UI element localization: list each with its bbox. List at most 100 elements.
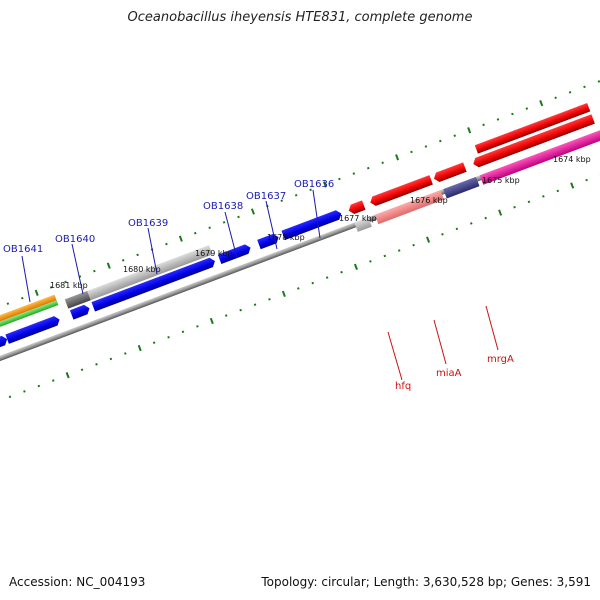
kbp-major-tick	[178, 235, 183, 242]
kbp-major-tick	[353, 263, 358, 270]
gene-arrow	[433, 162, 467, 182]
gene-label-ob1636: OB1636	[294, 179, 334, 190]
gene-block	[0, 294, 57, 328]
kbp-minor-tick	[294, 193, 298, 197]
kbp-minor-tick	[583, 85, 586, 89]
gene-block	[64, 290, 91, 309]
gene-arrow-mrgA	[479, 129, 600, 185]
kbp-minor-tick	[381, 161, 384, 165]
gene-block	[0, 300, 59, 333]
kbp-minor-tick	[484, 216, 487, 220]
kbp-minor-tick	[95, 363, 98, 366]
reverse-gene-labels: hfq miaA mrgA	[387, 305, 514, 392]
kbp-minor-tick	[311, 281, 315, 285]
kbp-minor-tick	[453, 134, 457, 137]
kbp-minor-tick	[20, 296, 24, 300]
kbp-major-tick	[323, 181, 327, 188]
kbp-minor-tick	[239, 308, 242, 312]
kbp-ticks-inner	[8, 173, 600, 399]
kbp-minor-tick	[268, 298, 271, 301]
kbp-minor-tick	[222, 221, 226, 224]
gene-label-ob1640: OB1640	[55, 234, 95, 245]
kbp-major-tick	[395, 154, 400, 161]
gene-label-miaA: miaA	[436, 368, 462, 379]
gene-arrow-ob1640	[69, 304, 90, 320]
kbp-major-tick	[65, 372, 70, 379]
kbp-minor-tick	[369, 260, 372, 263]
kbp-major-tick	[570, 182, 575, 189]
forward-gene-labels: OB1641 OB1640 OB1639 OB1638 OB1637 OB163…	[3, 179, 334, 303]
kbp-minor-tick	[6, 302, 10, 305]
kbp-major-tick	[539, 99, 544, 107]
gene-arrow-miaA	[374, 190, 444, 225]
kbp-label: 1681 kbp	[50, 281, 88, 290]
gene-arrow	[473, 114, 595, 168]
kbp-minor-tick	[441, 232, 444, 236]
kbp-minor-tick	[410, 150, 413, 154]
kbp-minor-tick	[51, 379, 55, 382]
kbp-minor-tick	[167, 335, 170, 339]
gene-arrow-ob1641	[5, 316, 60, 344]
kbp-minor-tick	[554, 96, 557, 100]
kbp-labels: 1674 kbp 1675 kbp 1676 kbp 1677 kbp 1678…	[50, 155, 591, 290]
gene-label-ob1637: OB1637	[246, 191, 286, 202]
kbp-minor-tick	[383, 254, 387, 258]
kbp-minor-tick	[527, 200, 531, 204]
kbp-minor-tick	[280, 199, 284, 202]
kbp-major-tick	[34, 289, 39, 296]
kbp-label: 1674 kbp	[553, 155, 591, 164]
kbp-minor-tick	[93, 269, 96, 273]
kbp-minor-tick	[165, 242, 168, 246]
kbp-minor-tick	[80, 368, 84, 372]
kbp-minor-tick	[193, 231, 197, 235]
kbp-minor-tick	[513, 205, 516, 209]
kbp-minor-tick	[397, 249, 401, 252]
kbp-minor-tick	[482, 123, 485, 127]
kbp-minor-tick	[124, 352, 127, 355]
kbp-major-tick	[467, 127, 472, 134]
kbp-major-tick	[281, 290, 286, 298]
gene-arrow-ob1638	[217, 244, 251, 264]
kbp-major-tick	[209, 317, 214, 325]
gene-arrow-ob1636	[281, 210, 342, 241]
kbp-minor-tick	[470, 222, 473, 225]
kbp-major-tick	[498, 209, 503, 216]
kbp-minor-tick	[121, 258, 125, 262]
gene-label-ob1638: OB1638	[203, 201, 243, 212]
kbp-label: 1679 kbp	[195, 249, 233, 258]
kbp-minor-tick	[109, 357, 113, 361]
kbp-minor-tick	[196, 325, 199, 328]
kbp-minor-tick	[542, 195, 545, 198]
kbp-minor-tick	[496, 118, 500, 121]
kbp-minor-tick	[224, 314, 228, 317]
gene-arrow	[0, 335, 8, 353]
kbp-major-tick	[106, 262, 111, 269]
gene-block	[354, 217, 372, 232]
kbp-minor-tick	[136, 253, 139, 257]
kbp-major-tick	[426, 236, 431, 243]
gene-arrow-ob1637	[257, 233, 279, 250]
kbp-minor-tick	[64, 280, 67, 284]
kbp-minor-tick	[208, 226, 211, 230]
gene-arrow	[370, 175, 433, 206]
kbp-minor-tick	[253, 303, 257, 307]
kbp-minor-tick	[325, 276, 329, 279]
forward-track	[0, 210, 342, 353]
gene-label-ob1641: OB1641	[3, 244, 43, 255]
kbp-minor-tick	[49, 286, 53, 289]
kbp-label: 1675 kbp	[482, 176, 520, 185]
kbp-minor-tick	[297, 287, 300, 290]
kbp-minor-tick	[309, 188, 312, 192]
gene-label-mrgA: mrgA	[487, 354, 514, 365]
gene-label-hfq: hfq	[395, 381, 411, 392]
gene-arrow-hfq	[348, 200, 366, 215]
kbp-minor-tick	[340, 270, 343, 274]
kbp-label: 1677 kbp	[339, 214, 377, 223]
kbp-major-tick	[137, 344, 142, 352]
kbp-minor-tick	[237, 215, 240, 219]
kbp-minor-tick	[424, 145, 428, 148]
kbp-label: 1678 kbp	[267, 233, 305, 242]
accession-text: Accession: NC_004193	[9, 575, 146, 589]
kbp-minor-tick	[366, 166, 370, 170]
